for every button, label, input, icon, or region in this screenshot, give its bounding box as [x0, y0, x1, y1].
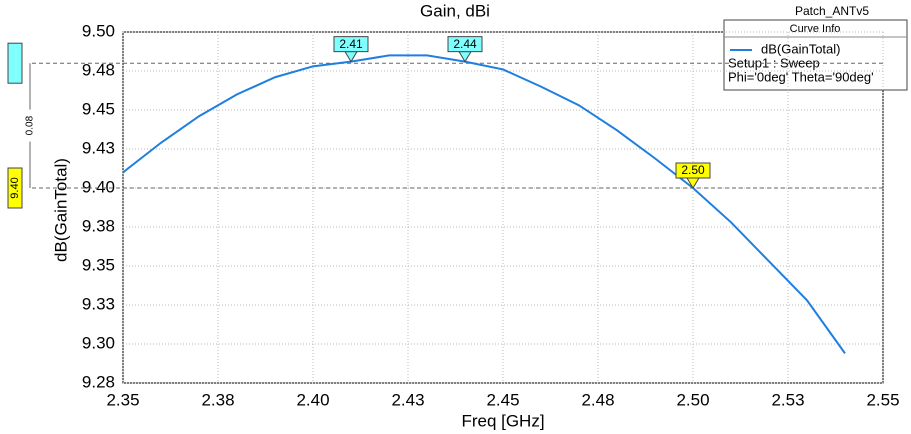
y-tick-label: 9.33: [82, 294, 115, 313]
x-tick-label: 2.38: [201, 390, 234, 409]
x-tick-label: 2.40: [296, 390, 329, 409]
y-tick-label: 9.48: [82, 60, 115, 79]
legend-entry: dB(GainTotal): [761, 41, 840, 56]
chart-title: Gain, dBi: [420, 1, 490, 20]
x-tick-label: 2.35: [106, 390, 139, 409]
y-axis-label: dB(GainTotal): [51, 158, 70, 262]
x-tick-label: 2.43: [391, 390, 424, 409]
x-tick-label: 2.45: [486, 390, 519, 409]
y-tick-label: 9.28: [82, 372, 115, 391]
y-marker-box: [7, 42, 23, 84]
series-line: [122, 54, 846, 354]
delta-label: 0.08: [25, 115, 36, 135]
y-tick-label: 9.50: [82, 21, 115, 40]
x-tick-label: 2.50: [676, 390, 709, 409]
x-tick-label: 2.53: [771, 390, 804, 409]
y-tick-label: 9.38: [82, 216, 115, 235]
marker-box: [333, 36, 369, 53]
marker-label: 2.41: [339, 37, 363, 51]
project-name: Patch_ANTv5: [795, 4, 869, 18]
y-tick-label: 9.30: [82, 333, 115, 352]
marker-box: [675, 162, 711, 179]
y-tick-label: 9.35: [82, 255, 115, 274]
marker-label: 2.50: [681, 163, 705, 177]
delta-box: [24, 109, 36, 142]
marker-box: [447, 36, 483, 53]
legend: Curve Info dB(GainTotal) Setup1 : Sweep …: [723, 19, 908, 91]
y-tick-label: 9.43: [82, 138, 115, 157]
x-tick-label: 2.48: [581, 390, 614, 409]
legend-detail: Setup1 : Sweep: [728, 55, 820, 70]
y-tick-label: 9.40: [82, 177, 115, 196]
legend-title: Curve Info: [790, 23, 841, 35]
y-marker-label: 9.40: [9, 177, 21, 198]
x-axis-label: Freq [GHz]: [461, 411, 544, 430]
marker-label: 2.44: [453, 37, 477, 51]
y-tick-label: 9.45: [82, 99, 115, 118]
y-marker-box: [7, 167, 23, 209]
legend-detail: Phi='0deg' Theta='90deg': [728, 69, 874, 84]
x-tick-label: 2.55: [866, 390, 899, 409]
